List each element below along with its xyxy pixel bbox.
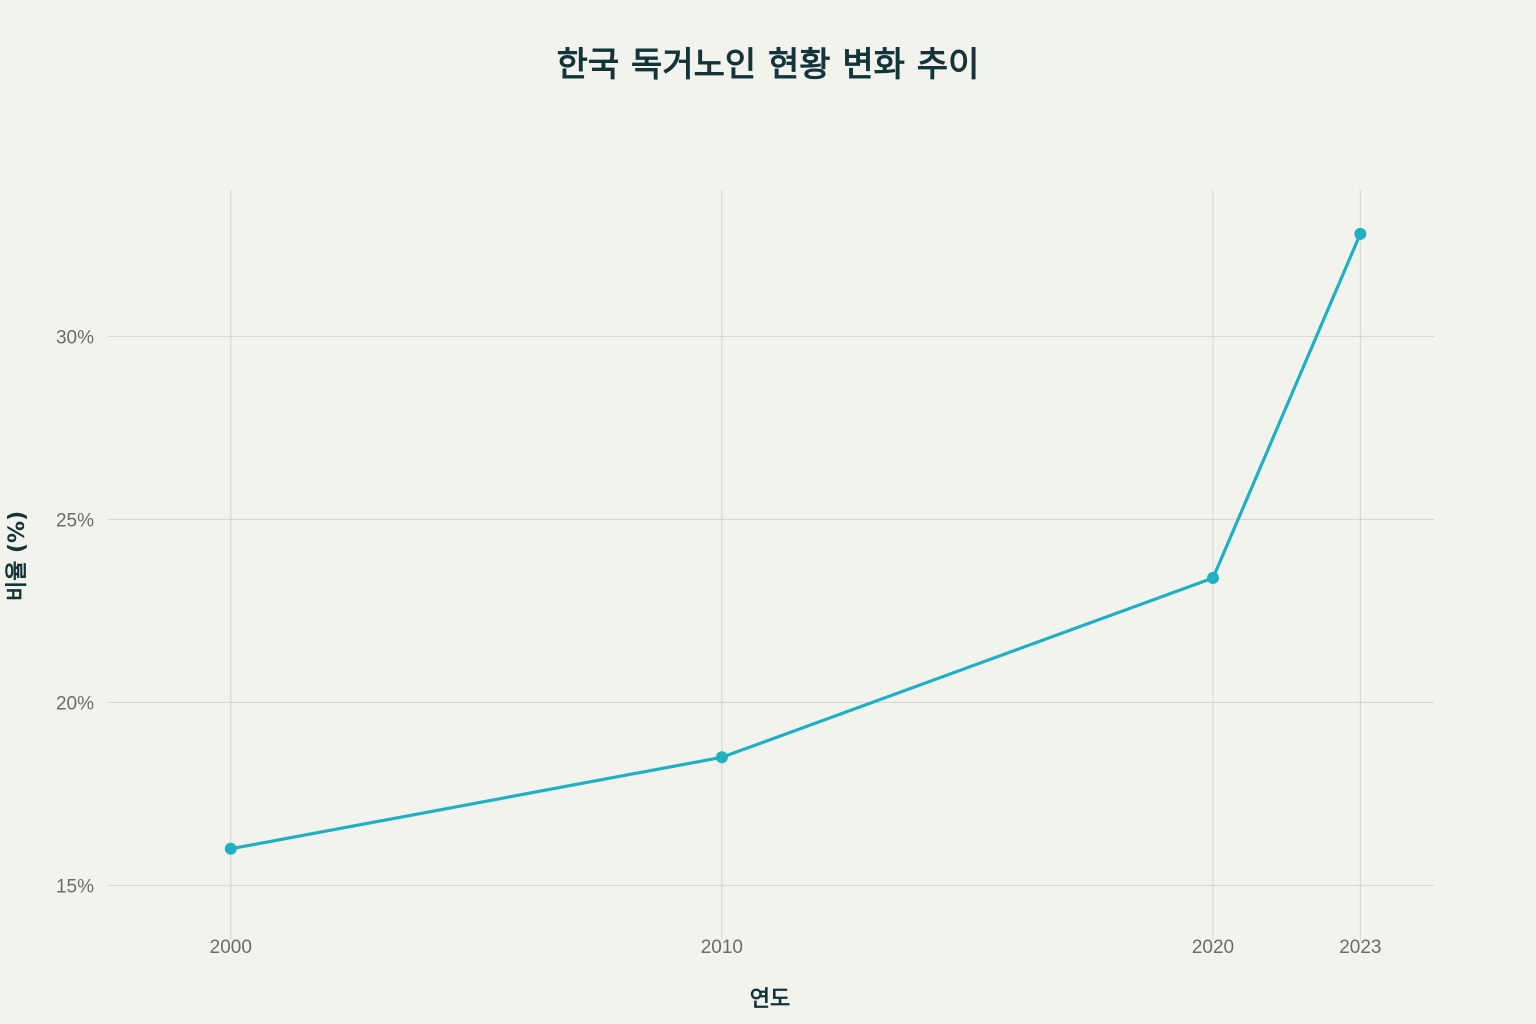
x-tick-label: 2023 <box>1339 937 1381 958</box>
x-tick-label: 2020 <box>1192 937 1234 958</box>
chart-title: 한국 독거노인 현황 변화 추이 <box>557 45 980 85</box>
data-point <box>1207 571 1219 584</box>
x-tick-label: 2000 <box>210 937 252 958</box>
y-tick-label: 20% <box>56 693 94 714</box>
y-axis-title: 비율 (%) <box>5 511 30 601</box>
x-axis-ticks: 2000 2010 2020 2023 <box>210 937 1382 958</box>
y-tick-label: 30% <box>56 327 94 348</box>
data-point <box>224 842 237 855</box>
y-axis-ticks: 15% 20% 25% 30% <box>56 327 94 897</box>
data-point <box>715 751 728 764</box>
data-point <box>1354 227 1367 240</box>
x-axis-title: 연도 <box>750 987 790 1012</box>
y-tick-label: 25% <box>56 510 94 531</box>
y-tick-label: 15% <box>56 876 94 897</box>
grid <box>108 190 1434 940</box>
series-line <box>229 232 1362 851</box>
x-tick-label: 2010 <box>701 937 743 958</box>
series <box>224 227 1367 855</box>
